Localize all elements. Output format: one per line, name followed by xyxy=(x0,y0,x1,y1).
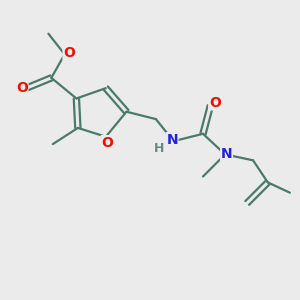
Text: N: N xyxy=(166,133,178,147)
Text: O: O xyxy=(101,136,113,150)
Text: O: O xyxy=(209,96,221,110)
Text: O: O xyxy=(16,81,28,95)
Text: O: O xyxy=(63,46,75,60)
Text: H: H xyxy=(154,142,164,155)
Text: N: N xyxy=(221,147,232,161)
